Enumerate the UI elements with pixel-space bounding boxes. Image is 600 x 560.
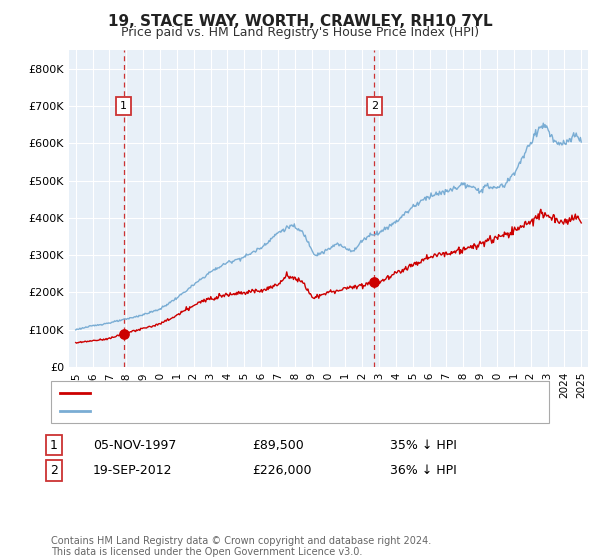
Text: 05-NOV-1997: 05-NOV-1997 (93, 438, 176, 452)
Text: 2: 2 (50, 464, 58, 477)
Point (119, 329, 128, 338)
Text: £226,000: £226,000 (252, 464, 311, 477)
Text: 36% ↓ HPI: 36% ↓ HPI (390, 464, 457, 477)
Text: 19, STACE WAY, WORTH, CRAWLEY, RH10 7YL (detached house): 19, STACE WAY, WORTH, CRAWLEY, RH10 7YL … (96, 388, 451, 398)
Point (370, 278, 379, 287)
Text: 35% ↓ HPI: 35% ↓ HPI (390, 438, 457, 452)
Text: 19, STACE WAY, WORTH, CRAWLEY, RH10 7YL: 19, STACE WAY, WORTH, CRAWLEY, RH10 7YL (107, 14, 493, 29)
Text: Price paid vs. HM Land Registry's House Price Index (HPI): Price paid vs. HM Land Registry's House … (121, 26, 479, 39)
Text: HPI: Average price, detached house, Crawley: HPI: Average price, detached house, Craw… (96, 406, 347, 416)
Text: 19-SEP-2012: 19-SEP-2012 (93, 464, 173, 477)
Text: 1: 1 (120, 101, 127, 111)
Text: 1: 1 (50, 438, 58, 452)
Text: £89,500: £89,500 (252, 438, 304, 452)
Text: Contains HM Land Registry data © Crown copyright and database right 2024.
This d: Contains HM Land Registry data © Crown c… (51, 535, 431, 557)
Text: 2: 2 (371, 101, 378, 111)
